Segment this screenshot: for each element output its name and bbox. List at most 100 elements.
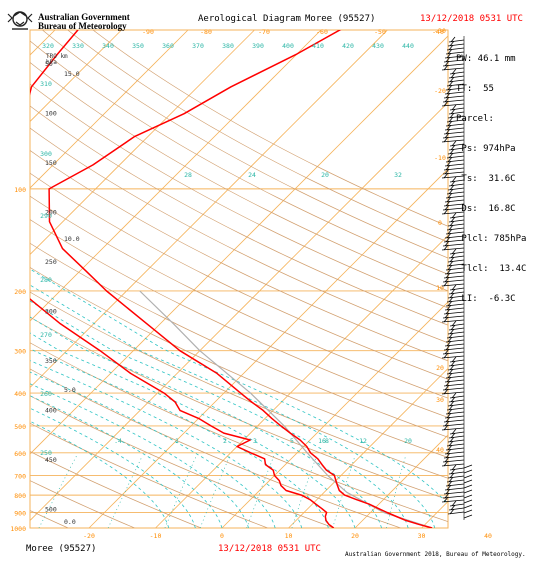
wind-barb xyxy=(441,391,465,395)
wind-barb-flag xyxy=(447,84,453,91)
wind-barb-flag xyxy=(448,44,454,51)
moist-adiabat-label: 24 xyxy=(248,171,256,179)
wind-barb xyxy=(441,103,465,107)
temperature-tick-label: 40 xyxy=(484,532,492,540)
upper-pressure-label: 150 xyxy=(45,159,57,167)
temperature-top-label: -70 xyxy=(258,28,270,36)
wind-barb-flag xyxy=(444,240,450,247)
dry-adiabat xyxy=(30,422,268,528)
wind-barb xyxy=(441,463,465,467)
moist-adiabat xyxy=(30,268,448,506)
wind-barb xyxy=(443,275,465,279)
temperature-top-label: -90 xyxy=(142,28,154,36)
wind-barb xyxy=(443,383,465,387)
stat-line: PW: 46.1 mm xyxy=(456,54,516,64)
wind-barb-flag xyxy=(447,480,453,487)
wind-barb xyxy=(443,455,465,459)
theta-label: 350 xyxy=(132,42,144,50)
wind-barb-flag xyxy=(445,380,451,387)
moist-adiabat xyxy=(30,332,356,528)
wind-barb-flag xyxy=(444,96,450,103)
observation-time: 13/12/2018 0531 UTC xyxy=(420,14,523,24)
chart-labels: 1000900800700600500400300200100501001502… xyxy=(10,27,492,540)
stat-line: Ds: 16.8C xyxy=(456,204,516,214)
org-name-line2: Bureau of Meteorology xyxy=(38,21,127,31)
wind-barb-flag xyxy=(443,460,449,467)
dry-adiabat xyxy=(30,40,448,275)
wind-barb xyxy=(444,487,465,491)
wind-barb-flag xyxy=(443,424,449,431)
wind-barb xyxy=(445,123,465,127)
wind-barb-flag xyxy=(449,76,455,83)
moist-adiabat xyxy=(30,420,170,528)
isotherm-line xyxy=(30,30,255,256)
pressure-tick-label: 300 xyxy=(14,348,26,356)
wind-barb-flag xyxy=(451,464,457,471)
moist-adiabat-label: 32 xyxy=(394,171,402,179)
wind-barb-flag xyxy=(447,372,453,379)
pressure-tick-label: 600 xyxy=(14,450,26,458)
isotherm-line xyxy=(288,367,448,528)
wind-barb xyxy=(441,427,465,431)
wind-barb-flag xyxy=(449,256,455,263)
upper-pressure-label: 500 xyxy=(45,506,57,514)
wind-barb xyxy=(444,55,465,59)
wind-barb-flag xyxy=(443,172,449,179)
height-axis-label: TRO km xyxy=(46,53,68,60)
wind-barb-flag xyxy=(449,292,455,299)
wind-barb-flag xyxy=(447,336,453,343)
wind-barb-flag xyxy=(446,340,452,347)
theta-left-label: 270 xyxy=(40,331,52,339)
temperature-top-label: -80 xyxy=(200,28,212,36)
mixing-ratio-label: 3 xyxy=(253,437,257,445)
wind-barb xyxy=(445,339,465,343)
wind-barb xyxy=(445,447,465,451)
wind-barb xyxy=(463,474,473,479)
wind-barb-flag xyxy=(446,196,452,203)
mixing-ratio-line xyxy=(291,455,317,528)
wind-barb-flag xyxy=(449,148,455,155)
wind-barb xyxy=(442,207,465,211)
wind-barb-flag xyxy=(444,420,450,427)
moist-adiabat xyxy=(30,407,196,528)
wind-barb xyxy=(463,499,473,504)
theta-label: 430 xyxy=(372,42,384,50)
wind-barb-flag xyxy=(446,448,452,455)
wind-barb-flag xyxy=(446,412,452,419)
wind-barb-flag xyxy=(451,104,457,111)
wind-barb-flag xyxy=(449,112,455,119)
mixing-ratio-label: .4 xyxy=(114,437,122,445)
wind-barb xyxy=(446,263,465,267)
footer-station: Moree (95527) xyxy=(26,544,97,554)
theta-left-label: 310 xyxy=(40,80,52,88)
plot-frame xyxy=(29,29,449,529)
temperature-top-label: -60 xyxy=(316,28,328,36)
wind-barb xyxy=(441,355,465,359)
wind-barb xyxy=(443,167,465,171)
wind-barb-flag xyxy=(444,312,450,319)
wind-barb-flag xyxy=(450,360,456,367)
wind-barb-flag xyxy=(448,404,454,411)
wind-barb-flag xyxy=(445,56,451,63)
dry-adiabat xyxy=(30,242,448,438)
org-name-line1: Australian Government xyxy=(38,12,130,22)
upper-pressure-label: 350 xyxy=(45,357,57,365)
wind-barb xyxy=(443,419,465,423)
wind-barb xyxy=(443,311,465,315)
pressure-tick-label: 100 xyxy=(14,186,26,194)
wind-barb-flag xyxy=(451,176,457,183)
dry-adiabat xyxy=(30,105,448,326)
wind-barb-flag xyxy=(448,368,454,375)
temperature-profile xyxy=(48,30,433,528)
wind-barb-flag xyxy=(443,496,449,503)
wind-barb-flag xyxy=(451,212,457,219)
wind-barb-flag xyxy=(445,452,451,459)
mixing-ratio-label: 20 xyxy=(404,437,412,445)
wind-barb-flag xyxy=(443,64,449,71)
wind-barb-flag xyxy=(447,300,453,307)
wind-barb-flag xyxy=(448,296,454,303)
wind-barb xyxy=(445,51,465,55)
wind-barb-flag xyxy=(450,108,456,115)
wind-barb xyxy=(444,343,465,347)
mixing-ratio-line xyxy=(332,455,356,528)
